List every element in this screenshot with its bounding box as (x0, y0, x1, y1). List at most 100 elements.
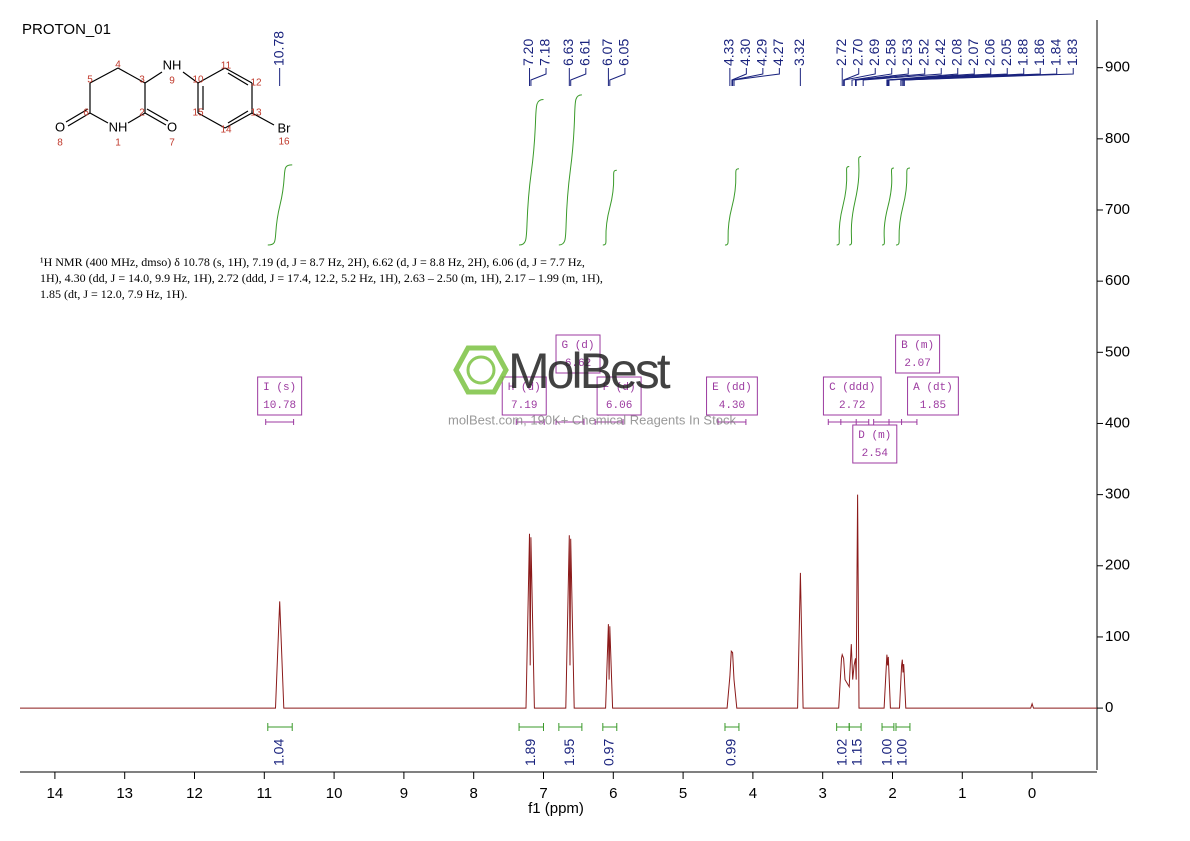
multiplet-range (594, 419, 624, 425)
atom-number: 11 (221, 61, 232, 72)
peak-connector (888, 68, 1008, 86)
atom-number: 10 (192, 75, 204, 86)
integral-curve (602, 169, 617, 246)
y-tick-label: 700 (1105, 201, 1130, 218)
logo-ring (466, 355, 496, 385)
x-tick-label: 1 (958, 785, 966, 802)
multiplet-box (822, 376, 882, 416)
integral-label: 1.00 (894, 739, 910, 766)
atom-number: 16 (278, 137, 290, 148)
y-tick-label: 400 (1105, 414, 1130, 431)
multiplet-value: 6.06 (606, 400, 632, 412)
multiplet-range (888, 419, 918, 425)
integral-label: 1.15 (849, 739, 865, 766)
watermark-brand: MolBest (508, 343, 671, 399)
logo-hexagon (453, 345, 509, 395)
multiplet-label: I (s) (263, 382, 296, 394)
peak-connector (609, 68, 626, 86)
x-tick-label: 0 (1028, 785, 1036, 802)
multiplet-range (840, 419, 870, 425)
atom-number: 4 (115, 60, 121, 71)
integral-bracket (518, 723, 544, 731)
peak-connector (903, 68, 1074, 86)
multiplet-box (501, 376, 547, 416)
multiplet-value: 10.78 (263, 400, 296, 412)
molecule (65, 67, 275, 129)
y-tick-label: 200 (1105, 557, 1130, 574)
peak-label: 2.53 (899, 39, 915, 66)
integral-label: 0.97 (601, 739, 617, 766)
y-tick-label: 600 (1105, 272, 1130, 289)
peak-label: 2.07 (965, 39, 981, 66)
integral-curve (895, 167, 911, 246)
y-tick-label: 500 (1105, 343, 1130, 360)
multiplet-range (265, 419, 295, 425)
peak-label: 3.32 (791, 39, 807, 66)
multiplet-value: 7.19 (511, 400, 537, 412)
atom-number: 2 (139, 108, 145, 119)
peak-connector (854, 68, 909, 86)
multiplet-label: D (m) (858, 430, 891, 442)
integral-curve (267, 164, 293, 246)
peak-label: 6.61 (577, 39, 593, 66)
peak-connector (843, 68, 876, 86)
peak-label: 10.78 (270, 31, 286, 66)
integral-curve (836, 165, 850, 246)
y-tick-label: 0 (1105, 699, 1113, 716)
y-tick-label: 100 (1105, 628, 1130, 645)
atom-number: 1 (115, 138, 121, 149)
atom-number: 12 (250, 78, 262, 89)
peak-connector (733, 68, 780, 86)
atom-number: 5 (87, 75, 93, 86)
peak-label: 1.86 (1031, 39, 1047, 66)
multiplet-box (907, 376, 959, 416)
watermark-tagline: molBest.com, 190K+ Chemical Reagents In … (448, 412, 736, 427)
integral-label: 1.04 (271, 739, 287, 766)
x-tick-label: 9 (400, 785, 408, 802)
atom-label: NH (163, 57, 182, 72)
multiplet-value: 2.54 (862, 448, 889, 460)
x-tick-label: 7 (539, 785, 547, 802)
multiplet-label: H (d) (508, 382, 541, 394)
peak-connector (851, 68, 893, 86)
multiplet-label: B (m) (901, 340, 934, 352)
integral-curve (881, 167, 894, 246)
integral-curve (519, 98, 544, 246)
atom-number: 6 (83, 108, 89, 119)
multiplet-label: C (ddd) (829, 382, 875, 394)
peak-label: 1.84 (1047, 39, 1063, 66)
peak-label: 1.88 (1014, 39, 1030, 66)
multiplet-value: 2.72 (839, 400, 865, 412)
x-tick-label: 5 (679, 785, 687, 802)
x-tick-label: 8 (470, 785, 478, 802)
atom-label: O (167, 119, 177, 134)
atom-number: 3 (139, 75, 145, 86)
integral-bracket (267, 723, 293, 731)
multiplet-box (852, 424, 898, 464)
x-axis-label: f1 (ppm) (528, 800, 584, 817)
peak-connector (887, 68, 975, 86)
x-tick-label: 3 (819, 785, 827, 802)
x-tick-label: 13 (116, 785, 133, 802)
peak-label: 4.29 (754, 39, 770, 66)
multiplet-value: 4.30 (719, 400, 745, 412)
multiplet-box (555, 334, 601, 374)
spectrum-line (20, 494, 1097, 709)
atom-label: Br (278, 120, 292, 135)
peak-label: 2.42 (932, 39, 948, 66)
integral-label: 1.00 (879, 739, 895, 766)
peak-label: 2.05 (998, 39, 1014, 66)
atom-label: O (55, 119, 65, 134)
multiplet-label: F (d) (603, 382, 636, 394)
peak-connector (570, 68, 587, 86)
atom-number: 14 (220, 125, 232, 136)
peak-label: 2.70 (849, 39, 865, 66)
peak-connector (855, 68, 926, 86)
peak-connector (732, 68, 764, 86)
peak-label: 2.08 (948, 39, 964, 66)
chart-title: PROTON_01 (22, 21, 111, 38)
atom-number: 9 (169, 76, 175, 87)
peak-label: 7.20 (520, 39, 536, 66)
x-tick-label: 2 (888, 785, 896, 802)
